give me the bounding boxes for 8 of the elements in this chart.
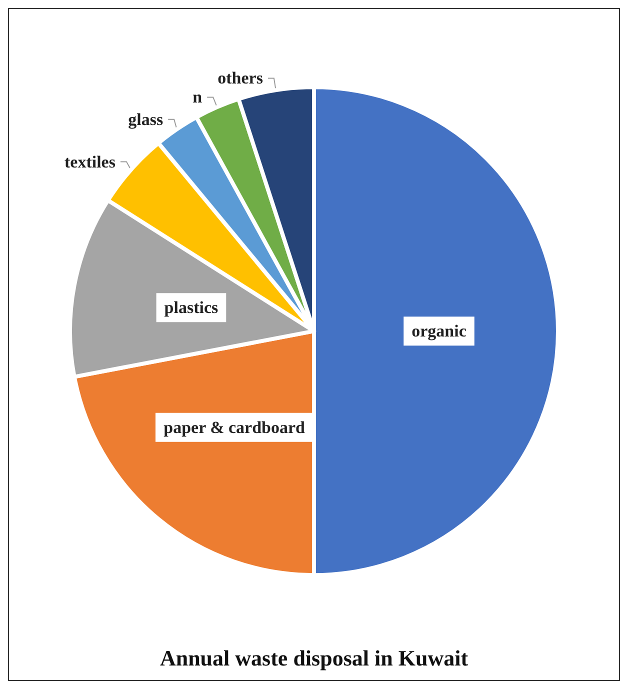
slice-label: others (218, 68, 264, 88)
slice-label: paper & cardboard (164, 418, 306, 437)
slice-label: glass (128, 110, 164, 129)
slice-label: n (192, 88, 203, 107)
slice-label: textiles (64, 152, 116, 172)
text: Annual waste disposal in Kuwait (160, 646, 469, 670)
slice-label: plastics (164, 298, 219, 318)
slice-label: organic (412, 322, 467, 341)
